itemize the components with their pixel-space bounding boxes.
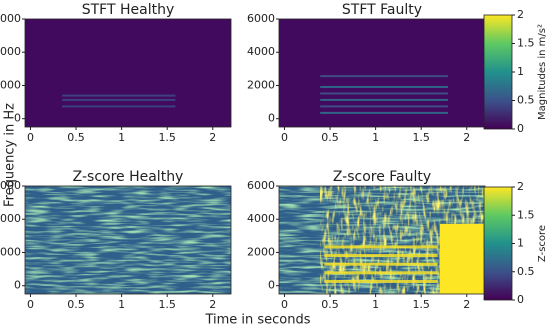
heatmap-band [324, 279, 438, 283]
heatmap-image [25, 19, 231, 127]
subplot-title: STFT Healthy [82, 2, 175, 18]
colorbar-tick-label: 0 [517, 122, 524, 135]
heatmap-band [320, 111, 448, 114]
x-tick-label: 0 [27, 131, 34, 144]
x-tick-label: 0.5 [321, 131, 339, 144]
x-tick-label: 1.5 [412, 131, 430, 144]
colorbar-tick-label: 1 [517, 237, 524, 250]
y-tick-label: 0 [268, 112, 275, 125]
colorbar-tick-label: 1.5 [517, 208, 535, 221]
heatmap-band [320, 85, 448, 88]
subplot-title: STFT Faulty [342, 2, 422, 18]
heatmap-band [324, 262, 438, 266]
heatmap-band [324, 245, 438, 249]
heatmap-band [62, 98, 176, 101]
heatmap-band [320, 75, 448, 78]
heatmap-band [324, 271, 438, 275]
y-tick-label: 0 [268, 279, 275, 292]
y-tick-label: 0 [14, 279, 21, 292]
x-axis-label: Time in seconds [204, 313, 310, 328]
heatmap-band [324, 254, 438, 258]
x-tick-label: 0.5 [67, 298, 85, 311]
x-tick-label: 1.5 [412, 298, 430, 311]
heatmap-image [279, 19, 485, 127]
heatmap-band [62, 105, 176, 108]
plot-frame [24, 185, 232, 295]
y-axis-label: Frequency in Hz [3, 103, 18, 207]
x-tick-label: 1 [118, 131, 125, 144]
heatmap-band [320, 92, 448, 95]
y-tick-label: 6000 [0, 12, 21, 25]
x-tick-label: 0 [27, 298, 34, 311]
colorbar-label: Z-score [537, 225, 548, 262]
y-tick-label: 2000 [247, 78, 275, 91]
subplot-title: Z-score Faulty [333, 169, 431, 185]
subplot-title: Z-score Healthy [73, 169, 184, 185]
colorbar-tick-label: 1.5 [517, 37, 535, 50]
x-tick-label: 2 [463, 131, 470, 144]
heatmap-band [62, 94, 176, 97]
colorbar-tick-label: 0.5 [517, 265, 535, 278]
heatmap-band [320, 105, 448, 108]
heatmap-noise [25, 186, 231, 294]
y-tick-label: 2000 [0, 245, 21, 258]
y-tick-label: 6000 [0, 179, 21, 192]
x-tick-label: 1 [372, 131, 379, 144]
x-tick-label: 0.5 [67, 131, 85, 144]
x-tick-label: 1.5 [158, 131, 176, 144]
y-tick-label: 2000 [0, 78, 21, 91]
y-tick-label: 0 [14, 112, 21, 125]
x-tick-label: 0.5 [321, 298, 339, 311]
y-tick-label: 6000 [247, 12, 275, 25]
plot-frame [24, 18, 232, 128]
y-tick-label: 2000 [247, 245, 275, 258]
colorbar-tick-label: 0 [517, 293, 524, 306]
colorbar-tick-label: 2 [517, 180, 524, 193]
y-tick-label: 4000 [247, 45, 275, 58]
colorbar-tick-label: 0.5 [517, 94, 535, 107]
y-tick-label: 4000 [247, 212, 275, 225]
y-tick-label: 4000 [0, 212, 21, 225]
colorbar-tick-label: 1 [517, 65, 524, 78]
x-tick-label: 1 [372, 298, 379, 311]
heatmap-band [439, 223, 485, 294]
x-tick-label: 1.5 [158, 298, 176, 311]
colorbar [483, 14, 513, 130]
colorbar-tick-label: 2 [517, 8, 524, 21]
x-tick-label: 0 [281, 131, 288, 144]
y-tick-label: 6000 [247, 179, 275, 192]
colorbar-label: Magnitudes in m/s² [537, 24, 548, 120]
x-tick-label: 2 [463, 298, 470, 311]
x-tick-label: 2 [209, 131, 216, 144]
x-tick-label: 1 [118, 298, 125, 311]
x-tick-label: 2 [209, 298, 216, 311]
colorbar [483, 186, 513, 301]
y-tick-label: 4000 [0, 45, 21, 58]
heatmap-band [320, 98, 448, 101]
x-tick-label: 0 [281, 298, 288, 311]
